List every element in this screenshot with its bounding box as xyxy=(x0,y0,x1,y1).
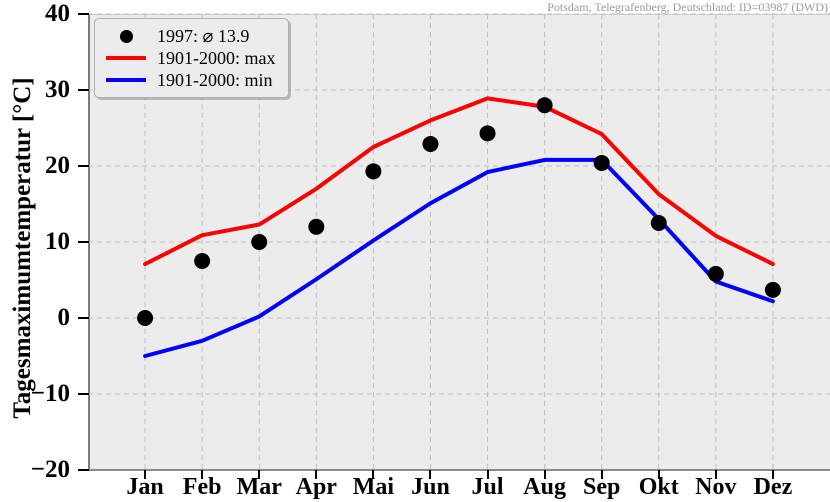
y-tick-mark xyxy=(78,393,89,395)
legend-dot-icon xyxy=(103,29,149,43)
y-tick-label: 40 xyxy=(45,0,70,27)
station-note: Potsdam, Telegrafenberg, Deutschland: ID… xyxy=(547,0,828,14)
legend-label-observed: 1997: ⌀ 13.9 xyxy=(157,25,250,46)
x-tick-mark xyxy=(315,470,318,479)
y-tick-label: −10 xyxy=(30,380,70,407)
y-tick-mark xyxy=(78,469,89,471)
x-tick-mark xyxy=(714,470,717,479)
y-tick-mark xyxy=(78,13,89,15)
legend-line-max-icon xyxy=(103,56,149,60)
legend-item-min: 1901-2000: min xyxy=(103,69,276,91)
legend[interactable]: 1997: ⌀ 13.9 1901-2000: max 1901-2000: m… xyxy=(94,18,289,98)
legend-line-min-icon xyxy=(103,78,149,82)
y-tick-label: 0 xyxy=(57,304,71,331)
x-tick-mark xyxy=(771,470,774,479)
legend-item-observed: 1997: ⌀ 13.9 xyxy=(103,25,276,47)
legend-item-max: 1901-2000: max xyxy=(103,47,276,69)
legend-label-min: 1901-2000: min xyxy=(157,69,273,90)
y-tick-mark xyxy=(78,89,89,91)
x-tick-mark xyxy=(657,470,660,479)
y-tick-label: 30 xyxy=(45,76,70,103)
x-tick-mark xyxy=(372,470,375,479)
x-tick-mark xyxy=(258,470,261,479)
x-tick-mark xyxy=(600,470,603,479)
x-tick-mark xyxy=(543,470,546,479)
y-tick-label: 20 xyxy=(45,152,70,179)
legend-label-max: 1901-2000: max xyxy=(157,47,276,68)
x-tick-mark xyxy=(429,470,432,479)
x-tick-mark xyxy=(144,470,147,479)
y-tick-label: −20 xyxy=(30,456,70,483)
y-tick-mark xyxy=(78,317,89,319)
y-tick-label: 10 xyxy=(45,228,70,255)
y-tick-mark xyxy=(78,241,89,243)
y-tick-mark xyxy=(78,165,89,167)
x-tick-mark xyxy=(201,470,204,479)
x-tick-mark xyxy=(486,470,489,479)
x-axis-line xyxy=(88,469,830,471)
